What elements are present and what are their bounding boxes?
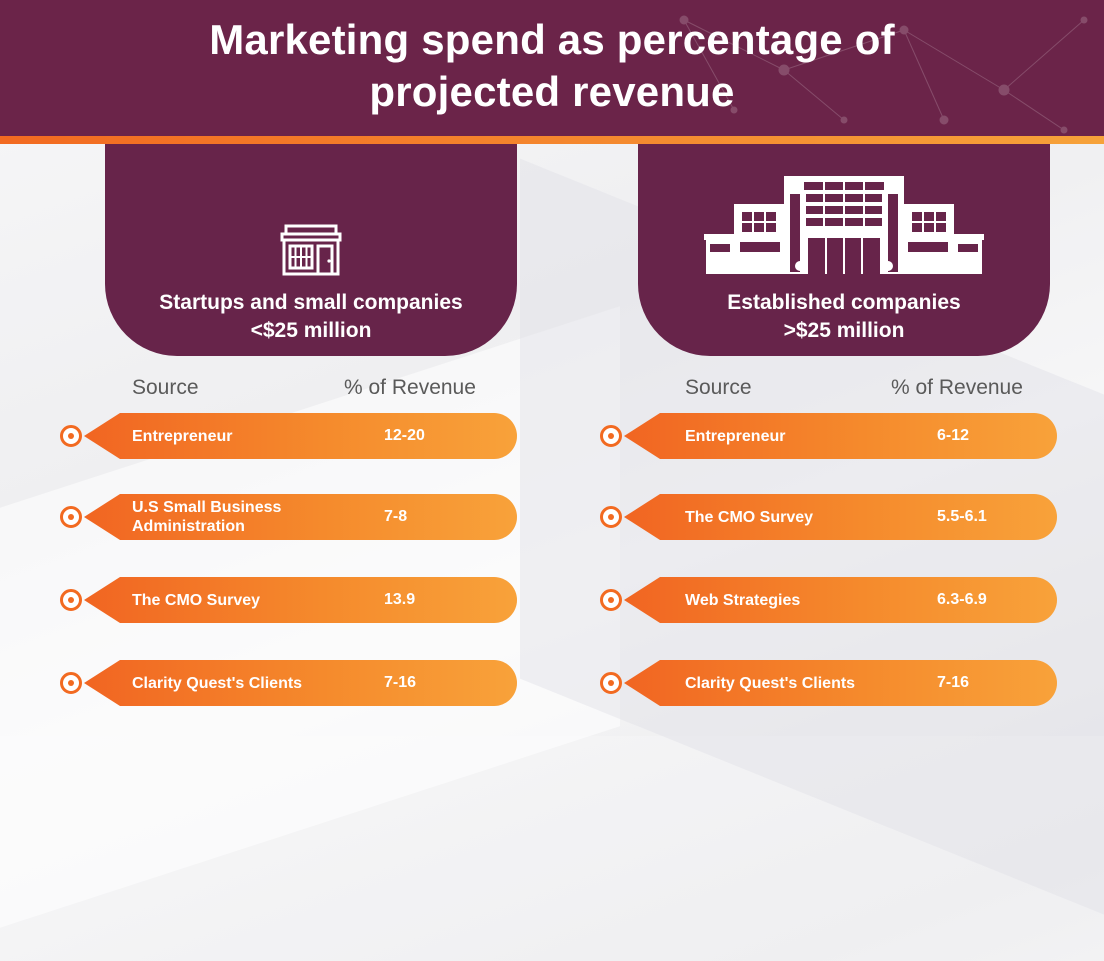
table-row: Clarity Quest's Clients 7-16 [600,660,1057,706]
table-row: U.S Small Business Administration 7-8 [60,494,517,540]
row-value: 7-8 [384,508,408,525]
bullet-ring-icon [60,589,82,611]
small-companies-label: Startups and small companies <$25 millio… [105,289,517,345]
bullet-ring-icon [60,425,82,447]
row-value: 7-16 [937,674,970,691]
established-companies-card: Established companies >$25 million [638,144,1050,356]
card-label-line-1: Established companies [727,291,961,314]
row-banner [624,494,1057,540]
table-row: Entrepreneur 6-12 [600,413,1057,459]
card-label-line-1: Startups and small companies [159,291,463,314]
table-row: The CMO Survey 5.5-6.1 [600,494,1057,540]
row-source: Entrepreneur [132,427,233,445]
row-source: The CMO Survey [685,508,814,526]
established-companies-label: Established companies >$25 million [638,289,1050,345]
row-banner [84,413,517,459]
row-banner [624,660,1057,706]
right-column-header-revenue: % of Revenue [891,376,1023,399]
row-source: Clarity Quest's Clients [132,674,303,692]
row-source: The CMO Survey [132,591,261,609]
row-banner [84,494,517,540]
row-source: Web Strategies [685,591,801,609]
title-line-1: Marketing spend as percentage of [209,16,895,63]
background-shape [0,306,620,954]
row-source: Entrepreneur [685,427,786,445]
left-column-header-source: Source [132,376,199,399]
card-label-line-2: >$25 million [783,319,905,342]
bullet-ring-icon [60,672,82,694]
row-value: 5.5-6.1 [937,508,987,525]
title-line-2: projected revenue [369,68,735,115]
row-banner [624,577,1057,623]
row-source: Clarity Quest's Clients [685,674,856,692]
table-row: The CMO Survey 13.9 [60,577,517,623]
table-row: Entrepreneur 12-20 [60,413,517,459]
header-divider [0,136,1104,144]
network-pattern-icon [679,15,1088,134]
office-building-icon [638,174,1050,283]
row-banner [84,660,517,706]
row-value: 13.9 [384,591,416,608]
table-row: Web Strategies 6.3-6.9 [600,577,1057,623]
page-title: Marketing spend as percentage of project… [0,14,1104,118]
table-row: Clarity Quest's Clients 7-16 [60,660,517,706]
right-column-header-source: Source [685,376,752,399]
bullet-ring-icon [60,506,82,528]
row-banner [624,413,1057,459]
left-column-header-revenue: % of Revenue [344,376,476,399]
row-value: 12-20 [384,427,425,444]
bullet-ring-icon [600,589,622,611]
row-value: 6-12 [937,427,970,444]
row-value: 7-16 [384,674,417,691]
card-label-line-2: <$25 million [250,319,372,342]
storefront-icon [105,222,517,281]
row-value: 6.3-6.9 [937,591,987,608]
bullet-ring-icon [600,506,622,528]
row-source: U.S Small Business Administration [132,499,282,535]
row-banner [84,577,517,623]
header-banner: Marketing spend as percentage of project… [0,0,1104,136]
bullet-ring-icon [600,425,622,447]
small-companies-card: Startups and small companies <$25 millio… [105,144,517,356]
bullet-ring-icon [600,672,622,694]
